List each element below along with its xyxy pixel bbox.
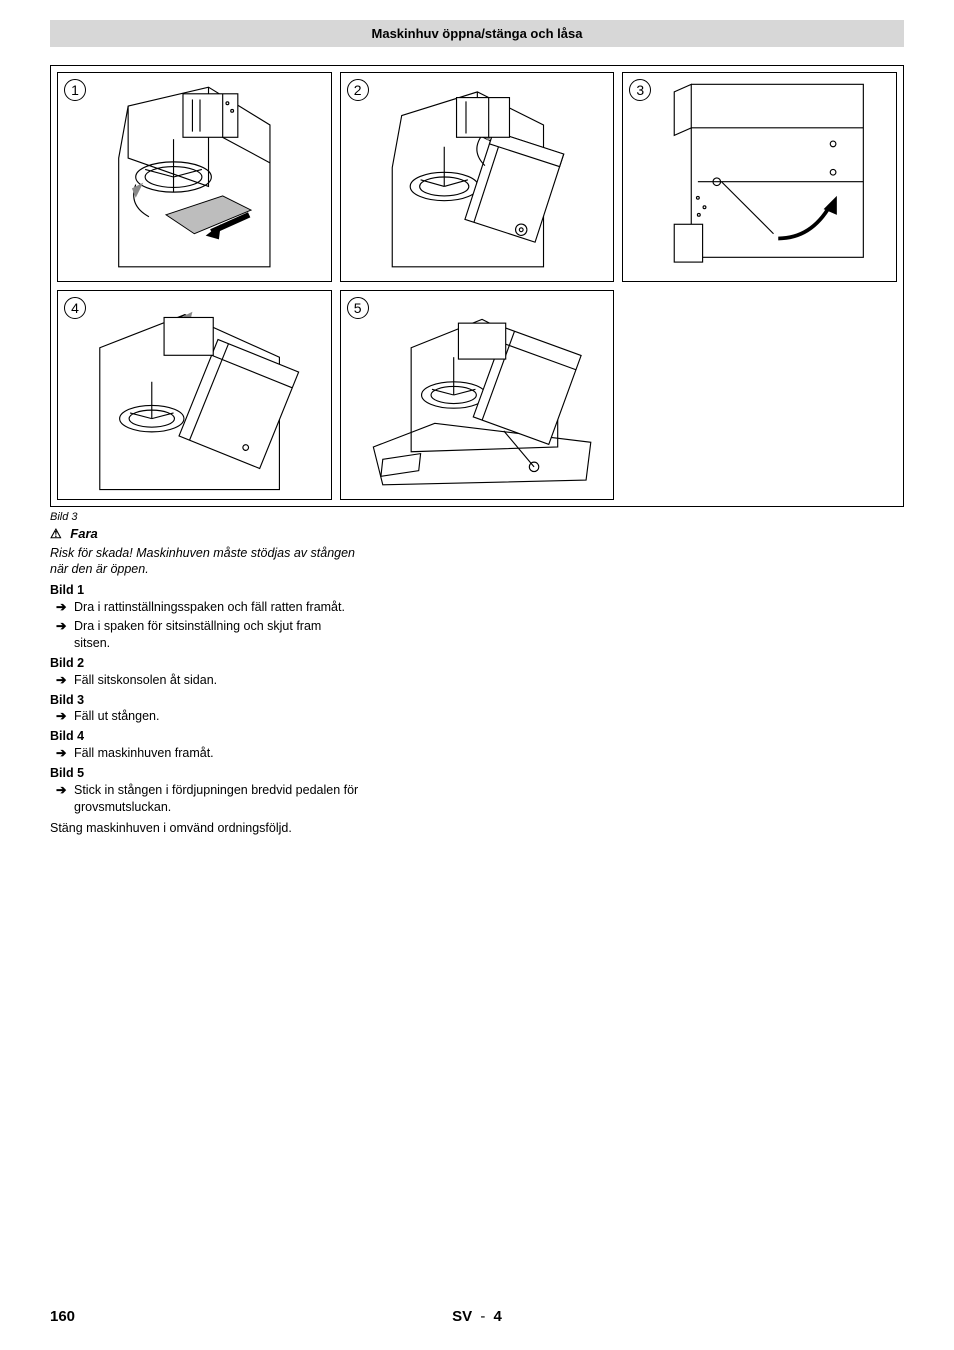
- warning-title-text: Fara: [70, 526, 97, 541]
- step-item: ➔Dra i rattinställningsspaken och fäll r…: [56, 599, 360, 616]
- warning-title: Fara: [50, 525, 360, 543]
- step-text: Dra i spaken för sitsinställning och skj…: [74, 618, 360, 652]
- step-label: Bild 5: [50, 765, 360, 782]
- arrow-icon: ➔: [56, 708, 74, 725]
- figure-panel-1: 1: [57, 72, 332, 282]
- figure-panel-3: 3: [622, 72, 897, 282]
- step-label: Bild 3: [50, 692, 360, 709]
- step-text: Dra i rattinställningsspaken och fäll ra…: [74, 599, 360, 616]
- step-text: Fäll sitskonsolen åt sidan.: [74, 672, 360, 689]
- arrow-icon: ➔: [56, 745, 74, 762]
- step-item: ➔Fäll sitskonsolen åt sidan.: [56, 672, 360, 689]
- figure-panel-4: 4: [57, 290, 332, 500]
- section-title: Maskinhuv öppna/stänga och låsa: [372, 26, 583, 41]
- step-text: Fäll maskinhuven framåt.: [74, 745, 360, 762]
- steps-container: Bild 1➔Dra i rattinställningsspaken och …: [50, 582, 360, 815]
- step-label: Bild 2: [50, 655, 360, 672]
- figure-caption: Bild 3: [50, 511, 904, 523]
- arrow-icon: ➔: [56, 618, 74, 652]
- panel-number: 1: [64, 79, 86, 101]
- footer-lang: SV: [452, 1308, 472, 1325]
- panel-number: 2: [347, 79, 369, 101]
- arrow-icon: ➔: [56, 782, 74, 816]
- content-column: Fara Risk för skada! Maskinhuven måste s…: [50, 525, 360, 837]
- step-item: ➔Stick in stången i fördjupningen bredvi…: [56, 782, 360, 816]
- figure-grid: 1 2: [50, 65, 904, 507]
- panel-number: 4: [64, 297, 86, 319]
- warning-text: Risk för skada! Maskinhuven måste stödja…: [50, 545, 360, 579]
- panel-number: 5: [347, 297, 369, 319]
- figure-panel-5: 5: [340, 290, 615, 500]
- step-label: Bild 1: [50, 582, 360, 599]
- footer-sub: 4: [494, 1308, 502, 1325]
- closing-text: Stäng maskinhuven i omvänd ordningsföljd…: [50, 820, 360, 837]
- arrow-icon: ➔: [56, 672, 74, 689]
- step-item: ➔Fäll maskinhuven framåt.: [56, 745, 360, 762]
- section-header: Maskinhuv öppna/stänga och låsa: [50, 20, 904, 47]
- footer-center: SV - 4: [452, 1308, 502, 1325]
- figure-panel-2: 2: [340, 72, 615, 282]
- empty-cell: [622, 290, 897, 500]
- arrow-icon: ➔: [56, 599, 74, 616]
- step-item: ➔Fäll ut stången.: [56, 708, 360, 725]
- step-label: Bild 4: [50, 728, 360, 745]
- step-text: Fäll ut stången.: [74, 708, 360, 725]
- page-number: 160: [50, 1308, 75, 1325]
- step-text: Stick in stången i fördjupningen bredvid…: [74, 782, 360, 816]
- footer-dash: -: [480, 1308, 485, 1325]
- page-footer: 160 SV - 4: [50, 1308, 904, 1325]
- step-item: ➔Dra i spaken för sitsinställning och sk…: [56, 618, 360, 652]
